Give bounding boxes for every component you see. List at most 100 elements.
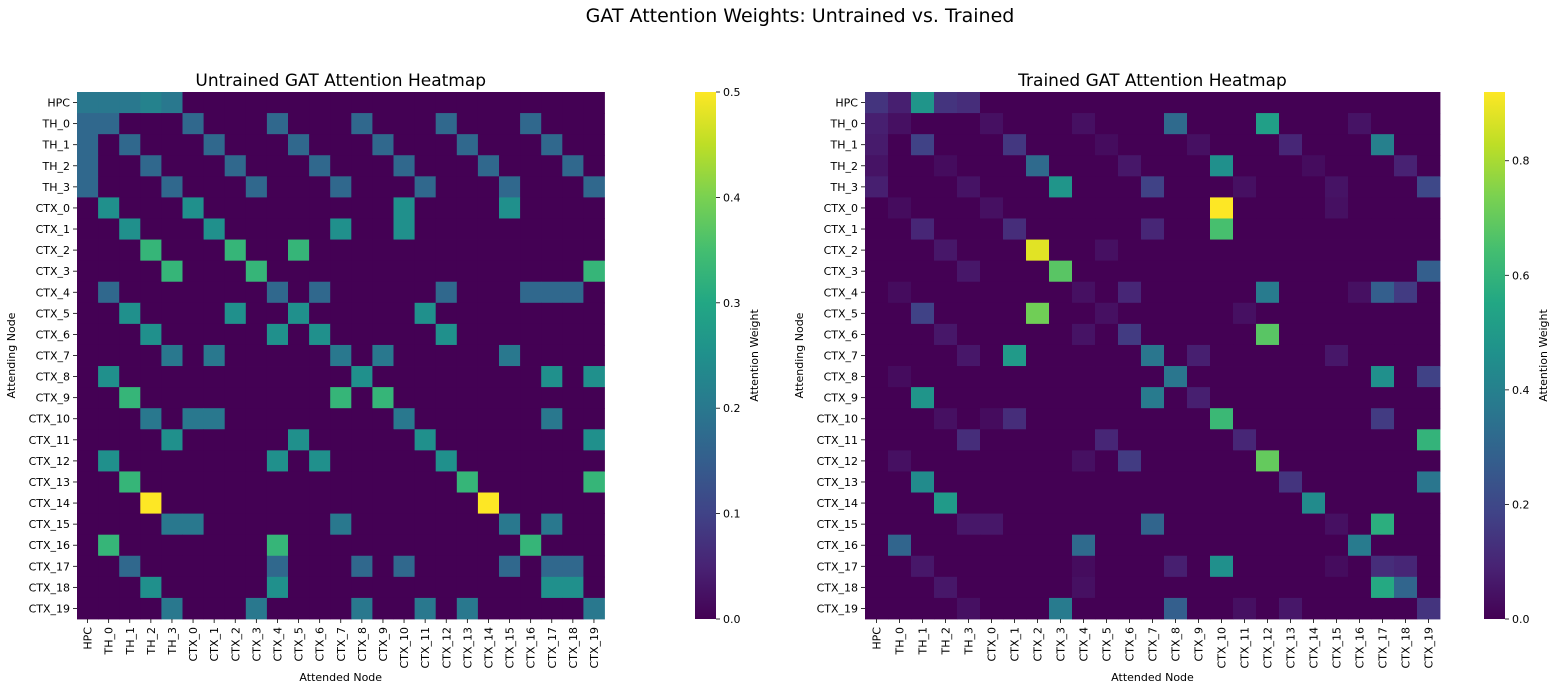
heatmap-cell bbox=[288, 408, 310, 430]
heatmap-cell bbox=[865, 92, 889, 114]
heatmap-cell bbox=[934, 408, 958, 430]
heatmap-cell bbox=[541, 302, 563, 325]
heatmap-cell bbox=[1187, 113, 1211, 135]
heatmap-cell bbox=[1003, 450, 1027, 472]
heatmap-cell bbox=[140, 281, 162, 304]
heatmap-cell bbox=[865, 534, 889, 557]
heatmap-cell bbox=[393, 429, 415, 451]
heatmap-cell bbox=[309, 218, 331, 240]
heatmap-cell bbox=[119, 260, 141, 283]
heatmap-cell bbox=[1348, 218, 1372, 240]
heatmap-cell bbox=[288, 344, 310, 367]
heatmap-cell bbox=[245, 323, 268, 346]
heatmap-cell bbox=[1233, 387, 1257, 409]
heatmap-cell bbox=[1256, 597, 1280, 620]
heatmap-cell bbox=[119, 408, 141, 430]
y-tick-label: HPC bbox=[835, 97, 858, 110]
heatmap-cell bbox=[1233, 471, 1257, 493]
heatmap-cell bbox=[140, 260, 162, 283]
heatmap-cell bbox=[1348, 387, 1372, 409]
heatmap-cell bbox=[1302, 450, 1326, 472]
heatmap-cell bbox=[1302, 176, 1326, 198]
heatmap-cell bbox=[119, 92, 141, 114]
heatmap-cell bbox=[119, 387, 141, 409]
heatmap-cell bbox=[1003, 534, 1027, 557]
heatmap-cell bbox=[888, 281, 912, 304]
heatmap-cell bbox=[980, 387, 1004, 409]
heatmap-cell bbox=[330, 555, 352, 578]
heatmap-cell bbox=[309, 134, 331, 156]
heatmap-cell bbox=[1256, 197, 1280, 219]
y-tick-label: CTX_16 bbox=[29, 539, 70, 552]
heatmap-cell bbox=[520, 513, 542, 536]
heatmap-cell bbox=[372, 134, 394, 156]
heatmap-cell bbox=[1118, 387, 1142, 409]
heatmap-cell bbox=[1026, 239, 1050, 262]
x-tick-label: CTX_0 bbox=[187, 627, 200, 661]
heatmap-cell bbox=[140, 134, 162, 156]
heatmap-cell bbox=[888, 429, 912, 451]
heatmap-cell bbox=[1233, 429, 1257, 451]
heatmap-cell bbox=[203, 450, 226, 472]
heatmap-cell bbox=[414, 197, 437, 219]
heatmap-cell bbox=[77, 450, 99, 472]
heatmap-cell bbox=[520, 555, 542, 578]
heatmap-cell bbox=[1118, 260, 1142, 283]
heatmap-cell bbox=[957, 218, 981, 240]
heatmap-cell bbox=[98, 302, 120, 325]
heatmap-cell bbox=[1302, 155, 1326, 177]
heatmap-cell bbox=[1279, 344, 1303, 367]
heatmap-cell bbox=[1141, 134, 1165, 156]
y-tick-label: CTX_2 bbox=[824, 244, 858, 257]
heatmap-cell bbox=[1210, 113, 1234, 135]
heatmap-cell bbox=[224, 197, 247, 219]
heatmap-cell bbox=[499, 471, 521, 493]
heatmap-cell bbox=[1049, 239, 1073, 262]
heatmap-cell bbox=[372, 113, 394, 135]
heatmap-cell bbox=[541, 597, 563, 620]
heatmap-cell bbox=[1003, 239, 1027, 262]
heatmap-cell bbox=[266, 197, 289, 219]
heatmap-cell bbox=[98, 534, 120, 557]
heatmap-cell bbox=[934, 366, 958, 388]
heatmap-cell bbox=[980, 450, 1004, 472]
heatmap-cell bbox=[1095, 513, 1119, 536]
heatmap-cell bbox=[477, 281, 500, 304]
heatmap-cell bbox=[351, 134, 373, 156]
heatmap-cell bbox=[1118, 113, 1142, 135]
heatmap-cell bbox=[980, 534, 1004, 557]
heatmap-cell bbox=[541, 260, 563, 283]
heatmap-cell bbox=[520, 450, 542, 472]
colorbar-tick-label: 0.0 bbox=[723, 613, 741, 626]
heatmap-cell bbox=[393, 471, 415, 493]
heatmap-cell bbox=[1049, 387, 1073, 409]
heatmap-cell bbox=[499, 302, 521, 325]
heatmap-cell bbox=[1003, 323, 1027, 346]
heatmap-cell bbox=[224, 218, 247, 240]
heatmap-cell bbox=[1256, 155, 1280, 177]
heatmap-cell bbox=[1072, 492, 1096, 514]
heatmap-cell bbox=[1348, 576, 1372, 599]
heatmap-cell bbox=[224, 534, 247, 557]
heatmap-cell bbox=[1003, 113, 1027, 135]
heatmap-cell bbox=[562, 92, 584, 114]
heatmap-cell bbox=[1164, 408, 1188, 430]
heatmap-cell bbox=[583, 260, 605, 283]
heatmap-cell bbox=[309, 302, 331, 325]
heatmap-cell bbox=[911, 281, 935, 304]
heatmap-cell bbox=[911, 450, 935, 472]
heatmap-cell bbox=[1072, 555, 1096, 578]
heatmap-cell bbox=[414, 513, 437, 536]
x-tick-label: CTX_16 bbox=[1354, 627, 1367, 668]
heatmap-cell bbox=[140, 408, 162, 430]
heatmap-cell bbox=[541, 323, 563, 346]
heatmap-cell bbox=[911, 366, 935, 388]
heatmap-cell bbox=[477, 197, 500, 219]
heatmap-cell bbox=[1026, 534, 1050, 557]
heatmap-cell bbox=[499, 176, 521, 198]
heatmap-cell bbox=[911, 408, 935, 430]
heatmap-cell bbox=[1026, 134, 1050, 156]
heatmap-cell bbox=[203, 176, 226, 198]
heatmap-cell bbox=[435, 176, 458, 198]
